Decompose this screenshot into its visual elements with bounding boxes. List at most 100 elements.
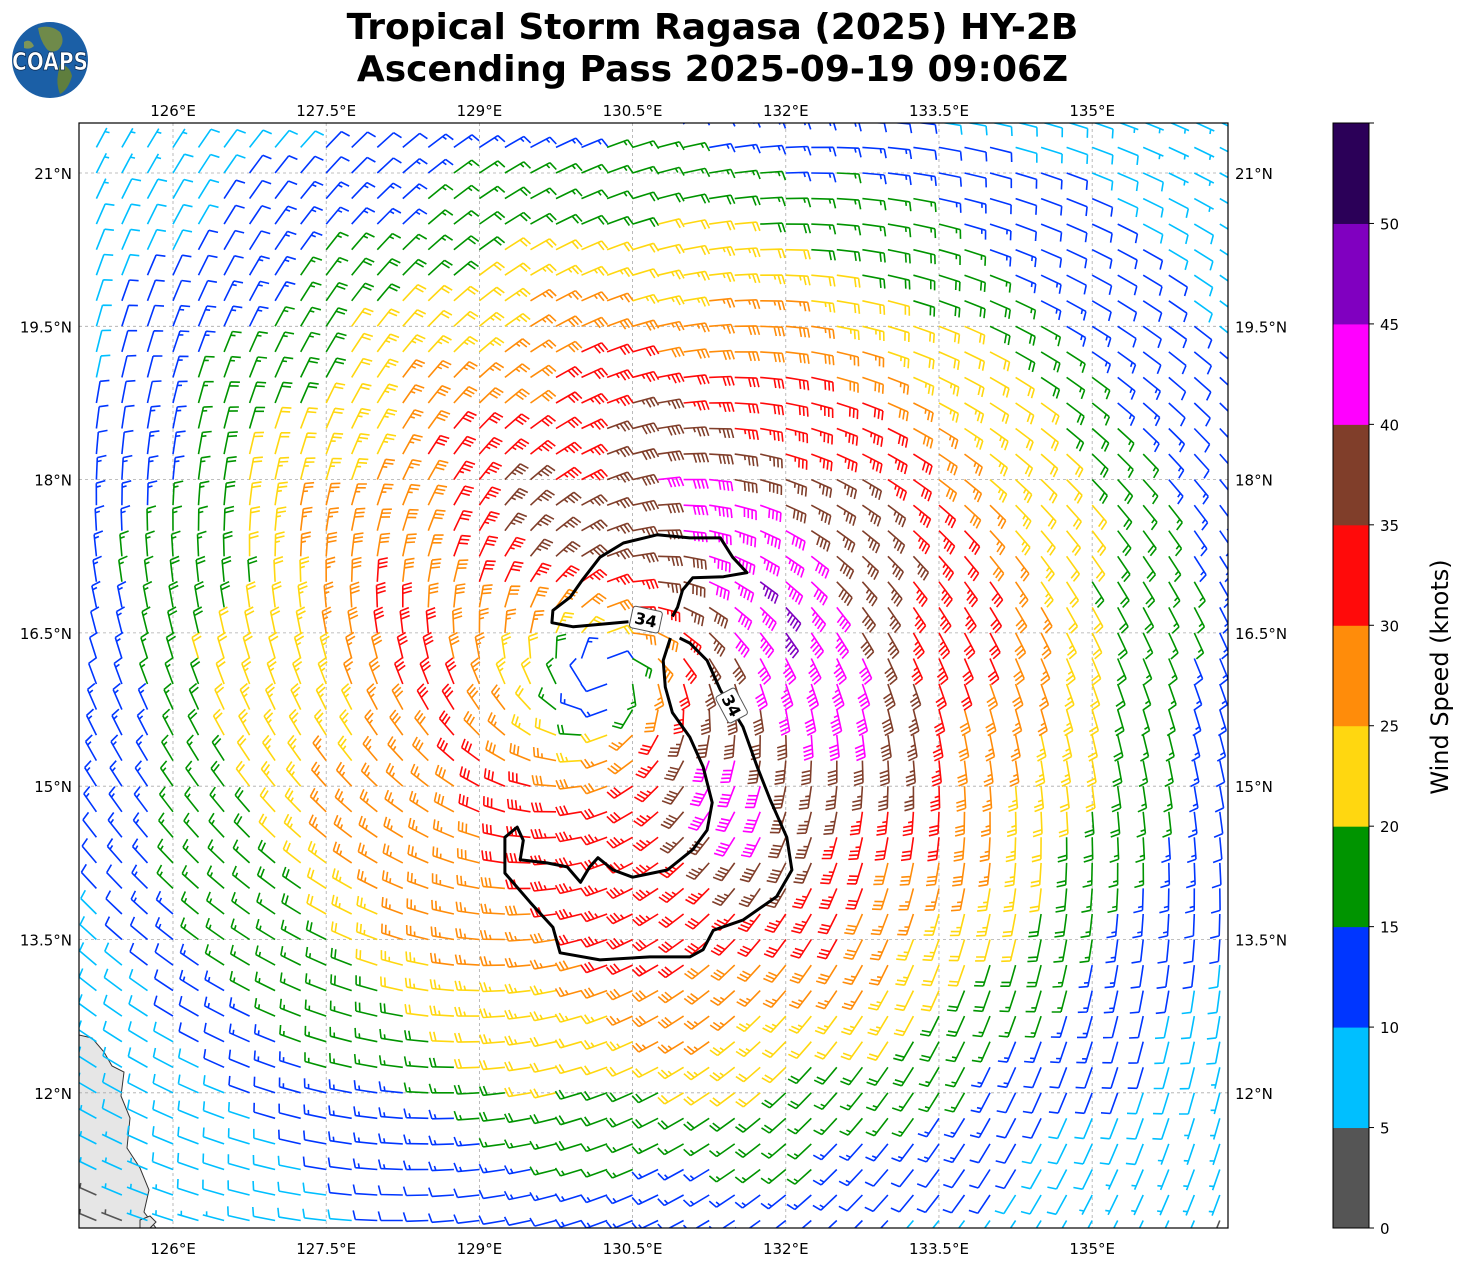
- wind-barb: [1168, 427, 1186, 453]
- wind-barb: [605, 988, 633, 1001]
- wind-barb: [407, 844, 429, 864]
- wind-barb: [1015, 223, 1037, 242]
- wind-barb: [504, 463, 529, 481]
- wind-barb: [1023, 1066, 1042, 1089]
- wind-barb: [121, 279, 139, 302]
- wind-barb: [938, 248, 961, 266]
- wind-barb: [422, 631, 434, 659]
- wind-barb: [683, 141, 711, 152]
- wind-barb: [862, 274, 886, 289]
- wind-barb: [709, 142, 736, 153]
- wind-barb: [1130, 964, 1144, 989]
- wind-barb: [836, 478, 858, 500]
- wind-barb: [79, 968, 97, 992]
- wind-barb: [177, 1048, 199, 1069]
- wind-barb: [887, 172, 912, 186]
- wind-barb: [202, 1075, 225, 1094]
- wind-barb: [300, 281, 322, 302]
- wind-barb: [156, 864, 174, 889]
- wind-barb: [402, 258, 427, 276]
- wind-barb: [1156, 1194, 1170, 1216]
- wind-barb: [683, 219, 711, 230]
- wind-barb: [864, 1194, 889, 1213]
- wind-barb: [794, 837, 813, 859]
- wind-barb: [853, 760, 864, 787]
- wind-barb: [632, 191, 660, 202]
- wind-barb: [402, 533, 417, 557]
- wind-barb: [478, 210, 506, 225]
- wind-barb: [657, 1066, 685, 1080]
- wind-barb: [811, 376, 835, 392]
- wind-barb: [278, 1051, 301, 1069]
- wind-barb: [964, 376, 985, 398]
- wind-barb: [1193, 249, 1214, 271]
- wind-barb: [1040, 530, 1056, 556]
- wind-barb: [861, 504, 882, 527]
- wind-barb: [631, 938, 659, 952]
- wind-barb: [118, 555, 128, 582]
- wind-barb: [274, 356, 294, 378]
- wind-barb: [152, 1047, 174, 1069]
- wind-barb: [581, 316, 609, 329]
- wind-barb: [1117, 146, 1139, 165]
- wind-barb: [1025, 990, 1042, 1013]
- wind-barb: [299, 556, 310, 582]
- wind-barb: [90, 606, 100, 634]
- wind-barb: [121, 329, 138, 353]
- wind-barb: [1180, 1015, 1196, 1040]
- wind-barb: [1040, 581, 1054, 608]
- wind-barb: [527, 632, 539, 659]
- wind-barb: [814, 1041, 838, 1060]
- wind-barb: [1152, 1092, 1170, 1115]
- wind-barb: [976, 913, 991, 937]
- wind-barb: [858, 658, 873, 686]
- wind-barb: [325, 332, 347, 353]
- wind-barb: [916, 1169, 940, 1188]
- wind-barb: [453, 134, 480, 149]
- wind-barb: [478, 461, 503, 481]
- wind-barb: [203, 1022, 225, 1043]
- wind-barb: [1105, 939, 1119, 964]
- wind-barb: [1193, 427, 1211, 453]
- wind-barb: [1215, 1220, 1221, 1228]
- wind-barb: [504, 1087, 531, 1098]
- wind-barb: [358, 815, 378, 838]
- wind-barb: [683, 1041, 710, 1056]
- wind-barb: [382, 843, 404, 864]
- wind-barb: [673, 709, 685, 735]
- wind-barb: [1215, 760, 1226, 788]
- wind-barb: [683, 504, 709, 516]
- wind-barb: [274, 281, 296, 302]
- wind-barb: [441, 683, 455, 711]
- wind-barb: [971, 1066, 991, 1088]
- wind-barb: [555, 416, 583, 430]
- wind-barb: [935, 683, 947, 711]
- wind-barb: [1057, 837, 1068, 863]
- wind-barb: [194, 580, 205, 608]
- lat-tick-label-left: 16.5°N: [20, 625, 72, 643]
- wind-barb: [478, 1163, 506, 1174]
- wind-barb: [402, 409, 424, 429]
- wind-barb: [312, 735, 327, 762]
- wind-barb: [428, 1187, 454, 1198]
- wind-barb: [121, 379, 136, 404]
- wind-barb: [683, 581, 706, 598]
- wind-barb: [153, 969, 174, 992]
- wind-barb: [376, 508, 392, 531]
- wind-barb: [658, 887, 685, 904]
- wind-barb: [402, 384, 425, 404]
- wind-barb: [887, 478, 908, 501]
- wind-barb: [1077, 990, 1093, 1014]
- wind-barb: [581, 214, 609, 225]
- wind-barb: [836, 376, 859, 393]
- wind-barb: [734, 1194, 761, 1209]
- wind-barb: [216, 631, 228, 659]
- wind-barb: [861, 606, 877, 633]
- wind-barb: [843, 939, 864, 960]
- wind-barb: [810, 530, 831, 552]
- wind-barb: [580, 708, 608, 718]
- wind-barb: [387, 736, 404, 762]
- wind-barb: [862, 402, 884, 421]
- wind-barb: [1040, 427, 1060, 452]
- wind-barb: [402, 283, 427, 302]
